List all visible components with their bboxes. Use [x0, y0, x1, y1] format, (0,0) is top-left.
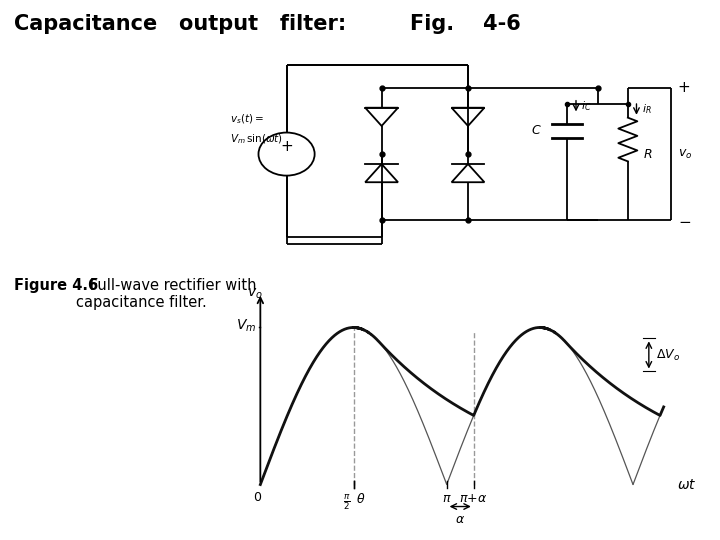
- Text: $R$: $R$: [643, 147, 652, 160]
- Text: Figure 4.6: Figure 4.6: [14, 278, 99, 293]
- Text: $V_m\,\sin(\omega t)$: $V_m\,\sin(\omega t)$: [230, 132, 284, 146]
- Text: 0: 0: [253, 491, 261, 504]
- Text: $i_R$: $i_R$: [642, 103, 652, 116]
- Text: $\theta$: $\theta$: [356, 492, 365, 507]
- Text: $-$: $-$: [678, 213, 690, 228]
- Text: $v_o$: $v_o$: [247, 286, 263, 301]
- Text: Capacitance   output   filter:: Capacitance output filter:: [14, 14, 346, 33]
- Text: $\pi$: $\pi$: [442, 492, 451, 505]
- Text: $\pi\!+\!\alpha$: $\pi\!+\!\alpha$: [459, 492, 488, 505]
- Text: +: +: [280, 139, 293, 154]
- Text: Full-wave rectifier with
capacitance filter.: Full-wave rectifier with capacitance fil…: [76, 278, 256, 310]
- Text: $v_s(t) =$: $v_s(t) =$: [230, 112, 264, 126]
- Text: Fig.    4-6: Fig. 4-6: [410, 14, 521, 33]
- Text: $C$: $C$: [531, 124, 541, 137]
- Text: $\Delta V_o$: $\Delta V_o$: [656, 347, 680, 362]
- Text: $v_o$: $v_o$: [678, 147, 692, 160]
- Text: $\frac{\pi}{2}$: $\frac{\pi}{2}$: [343, 492, 351, 512]
- Text: $V_m$: $V_m$: [236, 318, 257, 334]
- Text: $\alpha$: $\alpha$: [455, 513, 465, 526]
- Text: $\omega t$: $\omega t$: [677, 477, 696, 491]
- Text: $i_C$: $i_C$: [581, 99, 592, 113]
- Text: +: +: [678, 80, 690, 96]
